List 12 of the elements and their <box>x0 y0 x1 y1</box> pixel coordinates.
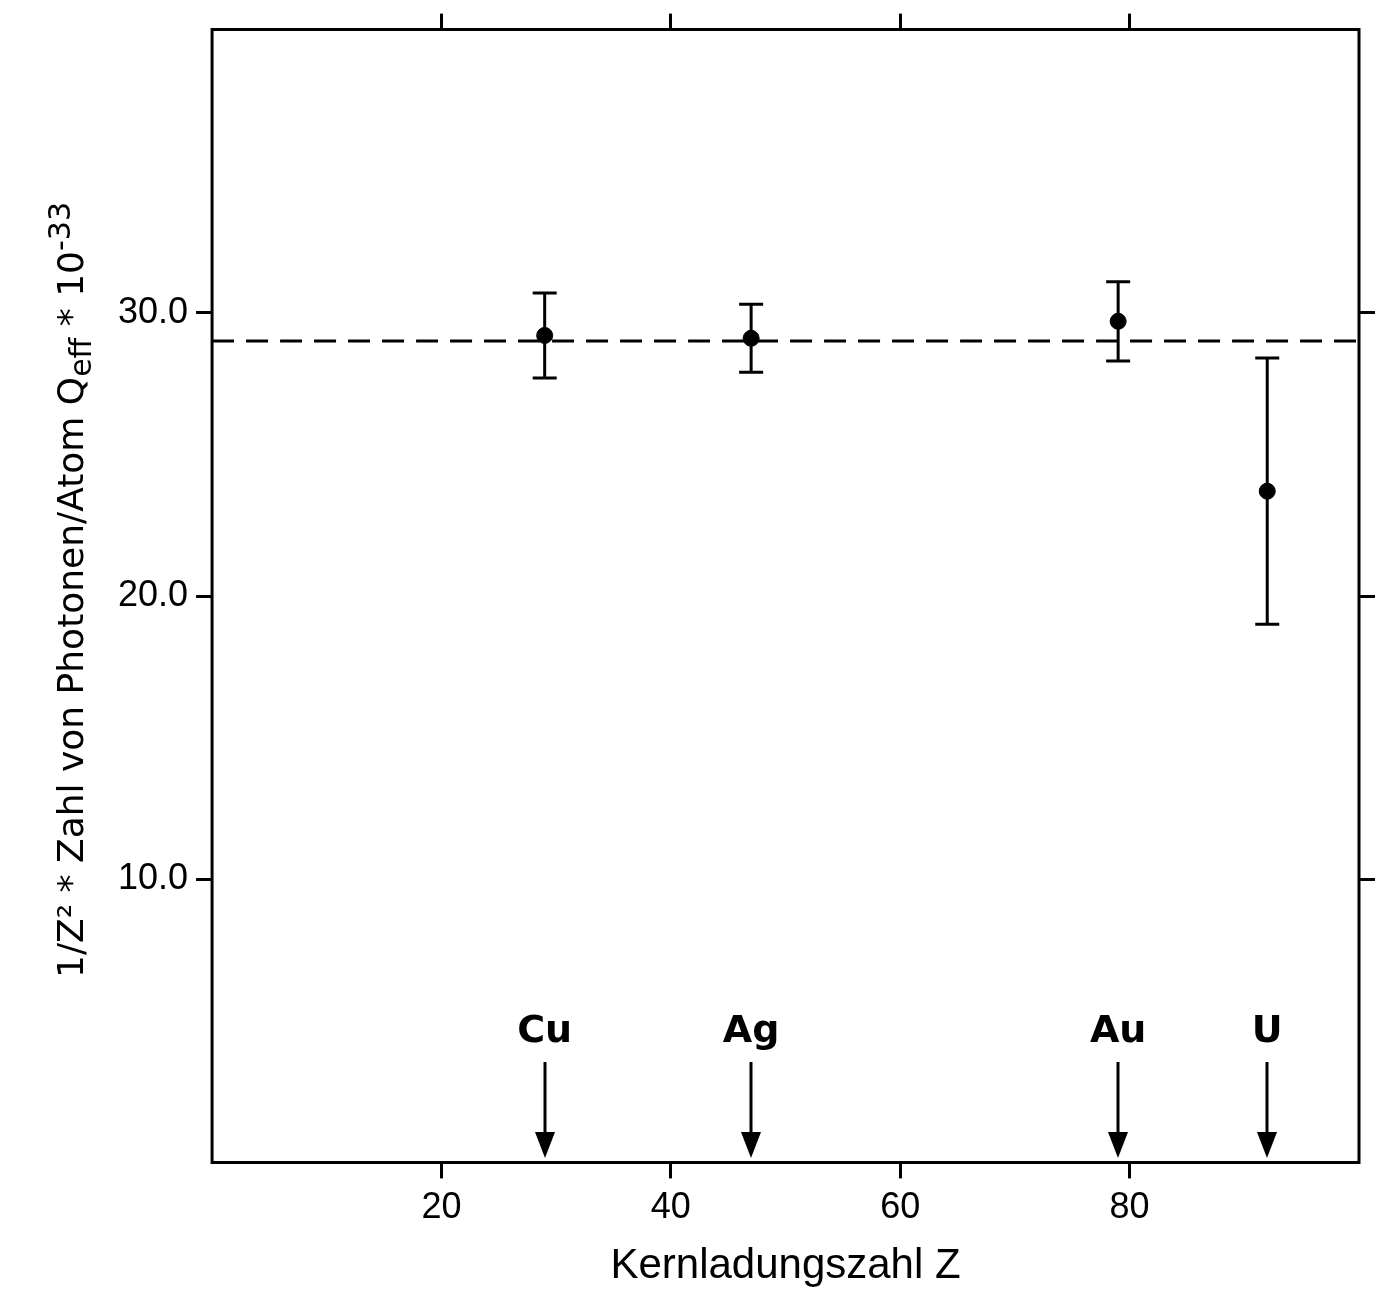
x-tick-label: 40 <box>650 1184 691 1226</box>
x-tick-label: 60 <box>880 1184 921 1226</box>
y-tick-label: 10.0 <box>117 856 189 898</box>
annotation: Au <box>1089 1007 1147 1052</box>
annotation: Ag <box>722 1007 780 1052</box>
annotation: U <box>1251 1007 1283 1052</box>
x-axis-title: Kernladungszahl Z <box>610 1240 961 1288</box>
x-tick-label: 80 <box>1109 1184 1150 1226</box>
x-tick-label: 20 <box>421 1184 462 1226</box>
annotation: Cu <box>517 1007 573 1052</box>
y-tick-label: 30.0 <box>117 289 189 331</box>
y-tick-label: 20.0 <box>117 572 189 614</box>
